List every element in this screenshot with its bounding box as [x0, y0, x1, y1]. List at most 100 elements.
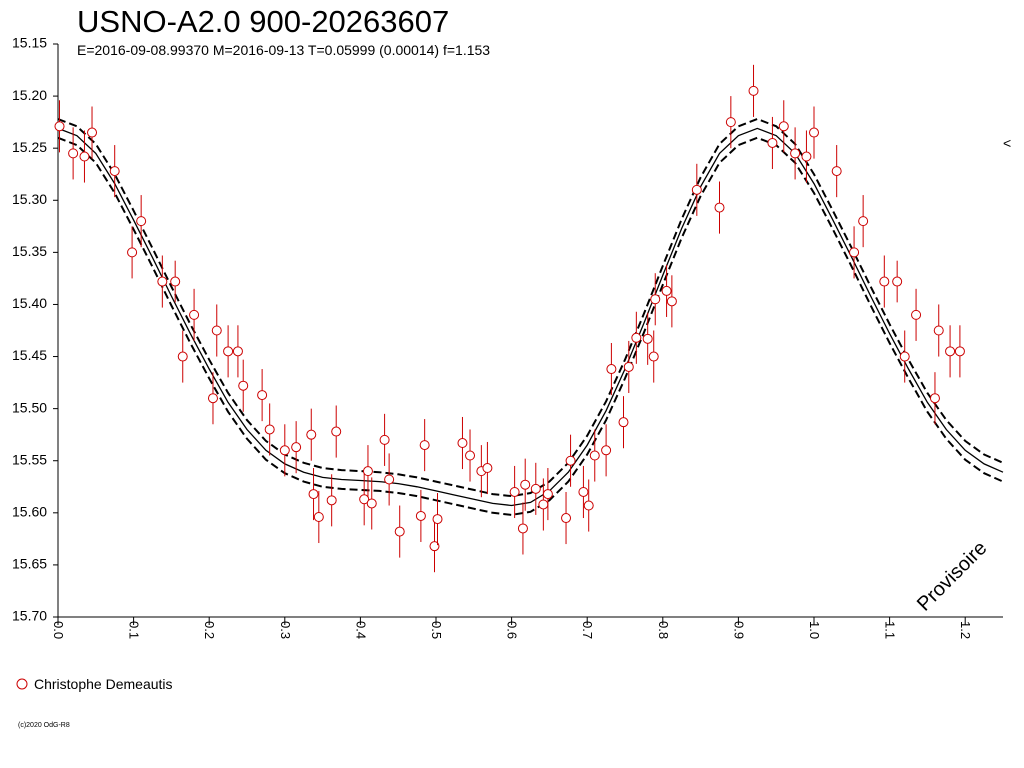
data-point: [177, 330, 188, 383]
point-marker: [725, 117, 736, 128]
data-point: [583, 479, 594, 532]
point-marker: [892, 276, 903, 287]
data-point: [648, 330, 659, 383]
point-marker: [879, 276, 890, 287]
x-tick-label: 0.9: [731, 621, 746, 639]
x-tick-label: 0.7: [580, 621, 595, 639]
point-marker: [157, 276, 168, 287]
data-point: [530, 462, 541, 515]
point-marker: [109, 166, 120, 177]
point-marker: [801, 151, 812, 162]
point-marker: [465, 450, 476, 461]
data-point: [520, 458, 531, 511]
data-point: [308, 468, 319, 521]
point-marker: [264, 424, 275, 435]
data-point: [366, 477, 377, 530]
data-point: [313, 490, 324, 544]
point-marker: [538, 499, 549, 510]
y-tick-label: 15.35: [12, 243, 47, 259]
data-point: [714, 181, 725, 234]
data-point: [911, 288, 922, 341]
point-marker: [601, 445, 612, 456]
model-curve-lower-bound: [57, 136, 1004, 516]
point-marker: [432, 514, 443, 525]
data-point: [457, 416, 468, 470]
data-point: [384, 453, 395, 506]
point-marker: [809, 127, 819, 138]
legend: Christophe Demeautis: [16, 676, 173, 692]
data-point: [954, 325, 965, 378]
point-marker: [945, 346, 956, 357]
chart-subtitle: E=2016-09-08.99370 M=2016-09-13 T=0.0599…: [77, 42, 490, 58]
data-point: [223, 325, 234, 378]
data-point: [326, 474, 337, 527]
point-marker: [177, 351, 188, 362]
point-marker: [899, 351, 910, 362]
x-tick-label: 0.1: [127, 621, 142, 639]
data-point: [54, 100, 65, 153]
data-point: [606, 343, 617, 396]
data-point: [136, 195, 147, 248]
point-marker: [642, 333, 653, 344]
data-point: [618, 396, 629, 449]
data-point: [432, 493, 443, 546]
data-point: [331, 405, 342, 458]
data-point: [509, 465, 520, 519]
point-marker: [419, 440, 430, 451]
data-point: [517, 502, 528, 555]
point-marker: [366, 498, 377, 509]
legend-label: Christophe Demeautis: [34, 676, 173, 692]
point-marker: [530, 483, 541, 494]
x-tick-label: 0.0: [51, 621, 66, 639]
x-tick-label: 1.2: [958, 621, 973, 639]
x-tick-label: 0.6: [505, 621, 520, 639]
point-marker: [606, 364, 617, 375]
point-marker: [136, 216, 147, 227]
y-tick-label: 15.65: [12, 556, 47, 572]
data-point: [561, 491, 572, 545]
point-marker: [79, 151, 90, 162]
data-point: [170, 260, 181, 303]
data-point: [666, 275, 677, 328]
point-marker: [618, 417, 629, 428]
data-point: [232, 325, 243, 378]
data-point: [790, 127, 801, 180]
y-tick-label: 15.50: [12, 399, 47, 415]
data-point: [109, 145, 120, 198]
data-point: [565, 434, 576, 487]
point-marker: [379, 434, 390, 445]
point-marker: [326, 495, 337, 506]
data-point: [661, 264, 672, 317]
point-marker: [415, 510, 426, 521]
data-point: [415, 489, 426, 542]
point-marker: [429, 541, 440, 552]
point-marker: [911, 309, 922, 320]
point-marker: [509, 486, 520, 497]
y-tick-label: 15.40: [12, 295, 47, 311]
data-point: [157, 255, 168, 308]
point-marker: [648, 351, 659, 362]
point-marker: [232, 346, 243, 357]
point-marker: [790, 148, 801, 159]
point-marker: [68, 148, 79, 159]
point-marker: [583, 500, 594, 511]
corner-mark: <: [1003, 135, 1011, 151]
data-point: [899, 330, 910, 383]
data-point: [858, 195, 869, 248]
data-point: [767, 116, 778, 170]
point-marker: [767, 137, 778, 148]
data-point: [279, 424, 290, 477]
data-point: [642, 312, 653, 365]
data-point: [189, 288, 200, 341]
y-tick-label: 15.25: [12, 139, 47, 155]
y-tick-label: 15.55: [12, 451, 47, 467]
x-tick-label: 0.3: [278, 621, 293, 639]
point-marker: [831, 166, 842, 177]
y-tick-label: 15.60: [12, 504, 47, 520]
point-marker: [306, 429, 317, 440]
data-points: [54, 64, 965, 573]
data-point: [79, 130, 90, 183]
y-tick-label: 15.30: [12, 191, 47, 207]
data-point: [291, 421, 302, 474]
point-marker: [362, 466, 373, 477]
